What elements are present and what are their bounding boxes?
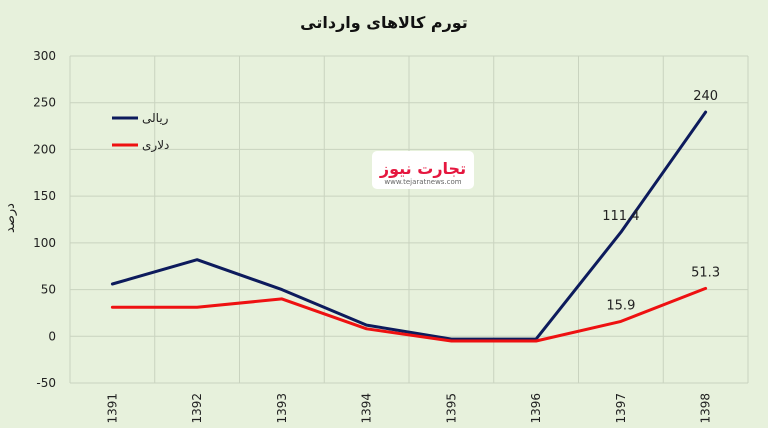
x-tick-label: 1394 bbox=[360, 393, 374, 424]
legend-label-0: ریالی bbox=[142, 111, 169, 126]
y-tick-label: 300 bbox=[33, 49, 56, 63]
logo-subtext: www.tejaratnews.com bbox=[384, 178, 461, 186]
logo-text: تجارت نیوز bbox=[379, 159, 466, 178]
y-tick-label: 250 bbox=[33, 96, 56, 110]
axes: 300 250 200 150 100 50 0 -50 1391 1392 1393 1394 139… bbox=[33, 49, 713, 424]
legend: ریالی دلاری bbox=[112, 111, 169, 153]
y-tick-label: 50 bbox=[41, 283, 56, 297]
y-tick-label: 100 bbox=[33, 236, 56, 250]
series-line-1 bbox=[110, 286, 708, 343]
data-label: 111.4 bbox=[602, 209, 639, 224]
data-labels: 240 111.4 51.3 15.9 bbox=[602, 89, 720, 313]
data-label: 15.9 bbox=[606, 298, 635, 313]
y-tick-label: 150 bbox=[33, 189, 56, 203]
x-tick-label: 1396 bbox=[529, 393, 543, 424]
logo: تجارت نیوز www.tejaratnews.com bbox=[372, 151, 474, 189]
y-tick-label: 200 bbox=[33, 142, 56, 156]
logo-background bbox=[372, 151, 474, 189]
data-label: 51.3 bbox=[691, 265, 720, 280]
gridlines bbox=[69, 55, 749, 384]
legend-label-1: دلاری bbox=[142, 138, 169, 153]
y-axis-label: درصد bbox=[3, 203, 18, 233]
series-line-0 bbox=[110, 110, 708, 341]
x-tick-label: 1397 bbox=[614, 393, 628, 424]
x-tick-label: 1391 bbox=[105, 393, 119, 424]
x-tick-label: 1395 bbox=[444, 393, 458, 424]
x-tick-label: 1398 bbox=[699, 393, 713, 424]
y-tick-label: -50 bbox=[36, 376, 56, 390]
chart-title: تورم کالاهای وارداتی bbox=[300, 13, 468, 32]
y-tick-label: 0 bbox=[48, 329, 56, 343]
data-label: 240 bbox=[693, 89, 718, 104]
series bbox=[110, 110, 708, 343]
x-tick-label: 1392 bbox=[190, 393, 204, 424]
x-tick-label: 1393 bbox=[275, 393, 289, 424]
